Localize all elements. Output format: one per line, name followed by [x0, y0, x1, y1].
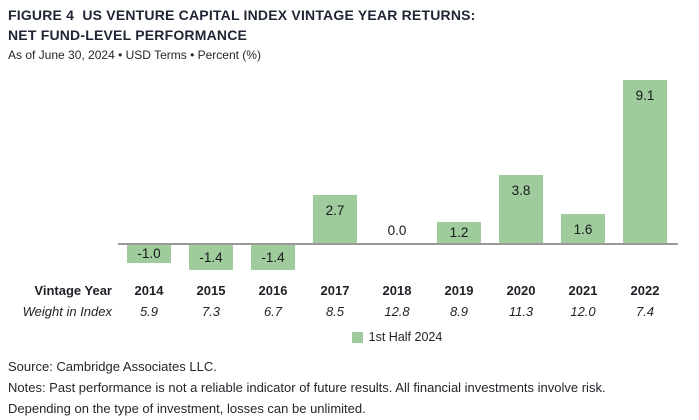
- weight-in-index-2016: 6.7: [263, 304, 283, 319]
- bar-value-label-2022: 9.1: [635, 88, 655, 103]
- x-axis-zero-line: [118, 243, 678, 245]
- weight-in-index-2015: 7.3: [201, 304, 221, 319]
- legend-label: 1st Half 2024: [368, 330, 443, 344]
- bar-value-label-2017: 2.7: [325, 203, 345, 218]
- bar-2020: 3.8: [499, 175, 543, 243]
- weight-in-index-row: 5.9 7.3 6.7 8.5 12.8 8.9 11.3 12.0 7.4: [118, 304, 676, 319]
- figure-header: FIGURE 4 US VENTURE CAPITAL INDEX VINTAG…: [8, 5, 476, 64]
- weight-in-index-2014: 5.9: [139, 304, 159, 319]
- weight-in-index-2019: 8.9: [449, 304, 469, 319]
- vintage-year-row-label: Vintage Year: [34, 283, 112, 298]
- bar-2014: -1.0: [127, 245, 171, 263]
- vintage-year-row: 2014 2015 2016 2017 2018 2019 2020 2021 2022: [118, 283, 676, 298]
- bar-value-label-2016: -1.4: [261, 249, 285, 265]
- weight-in-index-2020: 11.3: [508, 304, 534, 319]
- vintage-year-2022: 2022: [630, 283, 660, 298]
- bar-2017: 2.7: [313, 195, 357, 243]
- plot-area: -1.0 -1.4 -1.4 2.7 0.0 1.2 3.8 1.6 9.1: [118, 72, 678, 270]
- bar-value-label-2018: 0.0: [387, 223, 407, 238]
- bar-value-label-2020: 3.8: [511, 183, 531, 198]
- vintage-year-2017: 2017: [320, 283, 350, 298]
- notes-line1: Notes: Past performance is not a reliabl…: [8, 380, 606, 395]
- figure-title-line1: FIGURE 4 US VENTURE CAPITAL INDEX VINTAG…: [8, 7, 476, 23]
- chart-legend: 1st Half 2024: [118, 330, 676, 344]
- notes-line2: Depending on the type of investment, los…: [8, 401, 366, 416]
- source-line: Source: Cambridge Associates LLC.: [8, 359, 217, 374]
- bar-2021: 1.6: [561, 214, 605, 243]
- bar-2019: 1.2: [437, 222, 481, 243]
- vintage-year-2014: 2014: [134, 283, 164, 298]
- bar-2016: -1.4: [251, 245, 295, 270]
- weight-in-index-2018: 12.8: [384, 304, 410, 319]
- weight-in-index-2021: 12.0: [570, 304, 596, 319]
- vintage-year-2015: 2015: [196, 283, 226, 298]
- vintage-year-2019: 2019: [444, 283, 474, 298]
- weight-in-index-row-label: Weight in Index: [22, 304, 112, 319]
- weight-in-index-2022: 7.4: [635, 304, 655, 319]
- figure-footnotes: Source: Cambridge Associates LLC. Notes:…: [8, 356, 696, 419]
- weight-in-index-2017: 8.5: [325, 304, 345, 319]
- figure-subtitle: As of June 30, 2024 • USD Terms • Percen…: [8, 48, 261, 62]
- bar-value-label-2015: -1.4: [199, 249, 223, 265]
- figure-title-line2: NET FUND-LEVEL PERFORMANCE: [8, 27, 248, 43]
- bar-value-label-2014: -1.0: [137, 246, 161, 261]
- vintage-year-2016: 2016: [258, 283, 288, 298]
- bar-2015: -1.4: [189, 245, 233, 270]
- vintage-year-2020: 2020: [506, 283, 536, 298]
- vintage-year-2018: 2018: [382, 283, 412, 298]
- bar-2022: 9.1: [623, 80, 667, 243]
- vintage-year-2021: 2021: [568, 283, 598, 298]
- bar-value-label-2019: 1.2: [449, 224, 469, 240]
- bar-value-label-2021: 1.6: [573, 222, 593, 237]
- legend-swatch-icon: [351, 331, 363, 343]
